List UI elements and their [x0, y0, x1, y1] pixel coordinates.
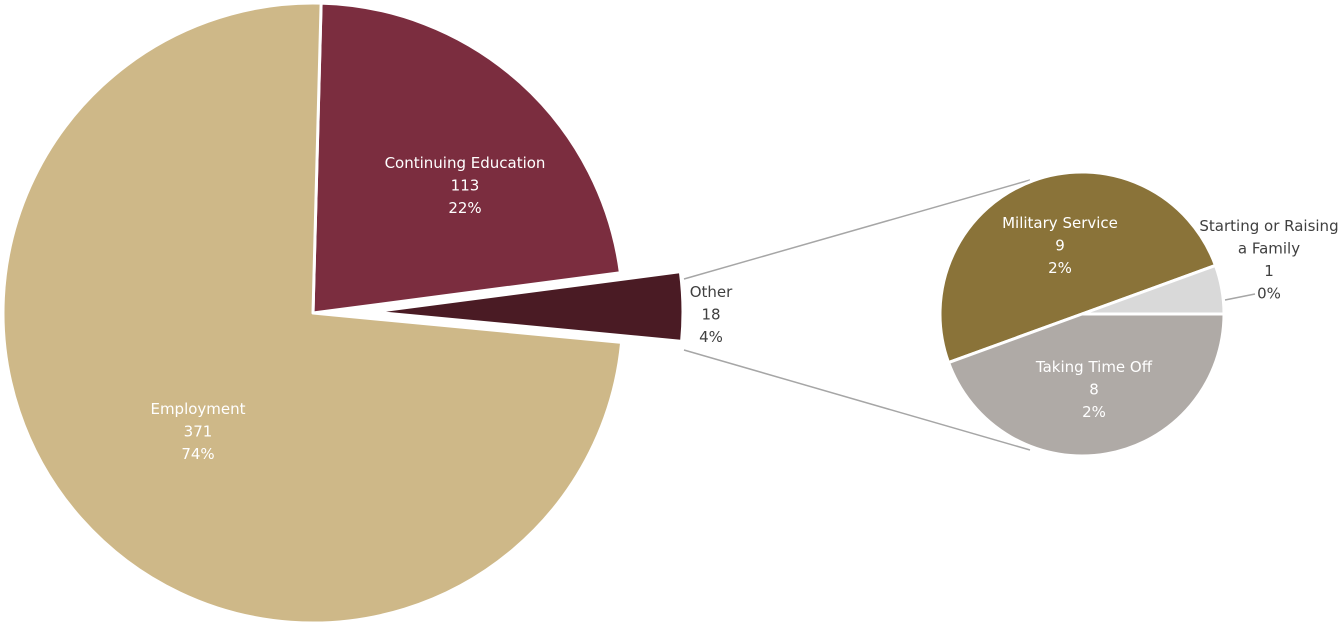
data-label-continuing-education: Continuing Education 113 22% [385, 154, 546, 217]
main-pie [1, 1, 685, 625]
data-label-employment: Employment 371 74% [150, 400, 245, 463]
breakout-pie [938, 170, 1226, 458]
data-labels: Continuing Education 113 22% Other 18 4% Emplo… [150, 154, 1338, 463]
slice-employment [1, 1, 624, 625]
connector-lines [683, 179, 1256, 451]
slice-military-service [938, 170, 1217, 365]
slice-other [371, 270, 685, 343]
data-label-starting-or-raising-a-family: Starting or Raising a Family 1 0% [1199, 217, 1338, 303]
data-label-taking-time-off: Taking Time Off 8 2% [1035, 358, 1153, 421]
data-label-other: Other 18 4% [690, 283, 733, 346]
data-label-military-service: Military Service 9 2% [1002, 214, 1118, 277]
series-connector-line [683, 349, 1031, 451]
series-connector-line [683, 179, 1031, 280]
slice-continuing-education [311, 1, 622, 315]
leader-line [1224, 293, 1256, 301]
slice-taking-time-off [947, 312, 1226, 458]
